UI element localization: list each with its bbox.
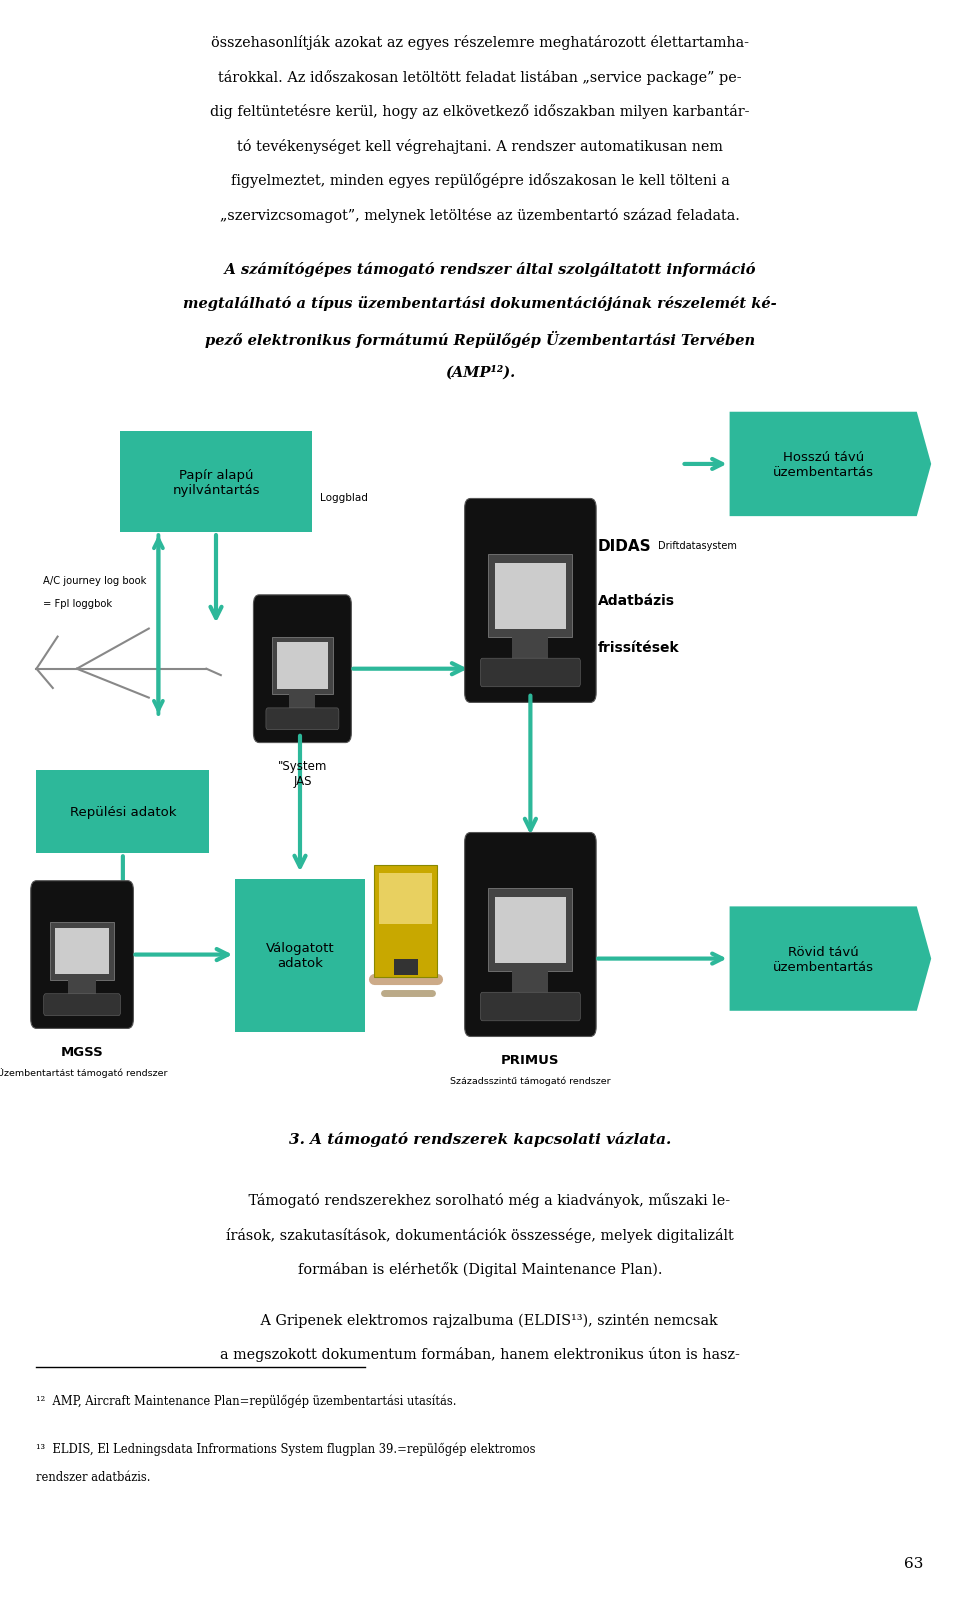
Text: tárokkal. Az időszakosan letöltött feladat listában „service package” pe-: tárokkal. Az időszakosan letöltött felad… bbox=[218, 69, 742, 85]
FancyBboxPatch shape bbox=[266, 708, 339, 730]
FancyBboxPatch shape bbox=[480, 992, 580, 1021]
FancyBboxPatch shape bbox=[36, 770, 209, 854]
Text: „szervizcsomagot”, melynek letöltése az üzembentartó század feladata.: „szervizcsomagot”, melynek letöltése az … bbox=[220, 207, 740, 223]
Text: tó tevékenységet kell végrehajtani. A rendszer automatikusan nem: tó tevékenységet kell végrehajtani. A re… bbox=[237, 138, 723, 154]
FancyBboxPatch shape bbox=[513, 637, 548, 666]
FancyBboxPatch shape bbox=[50, 923, 114, 981]
FancyBboxPatch shape bbox=[495, 897, 565, 963]
FancyBboxPatch shape bbox=[56, 929, 108, 974]
FancyBboxPatch shape bbox=[68, 981, 96, 1000]
Text: A/C journey log book: A/C journey log book bbox=[43, 576, 147, 586]
FancyBboxPatch shape bbox=[480, 658, 580, 687]
Text: írások, szakutasítások, dokumentációk összessége, melyek digitalizált: írások, szakutasítások, dokumentációk ös… bbox=[227, 1226, 733, 1242]
FancyBboxPatch shape bbox=[273, 637, 333, 695]
Text: 63: 63 bbox=[904, 1555, 924, 1570]
FancyBboxPatch shape bbox=[465, 499, 596, 703]
Text: Támogató rendszerekhez sorolható még a kiadványok, műszaki le-: Támogató rendszerekhez sorolható még a k… bbox=[230, 1193, 730, 1207]
Text: A Gripenek elektromos rajzalbuma (ELDIS¹³), szintén nemcsak: A Gripenek elektromos rajzalbuma (ELDIS¹… bbox=[242, 1313, 718, 1327]
FancyBboxPatch shape bbox=[235, 880, 365, 1032]
Text: Üzembentartást támogató rendszer: Üzembentartást támogató rendszer bbox=[0, 1067, 167, 1077]
Text: DIDAS: DIDAS bbox=[598, 538, 652, 554]
Text: megtalálható a típus üzembentartási dokumentációjának részelemét ké-: megtalálható a típus üzembentartási doku… bbox=[183, 295, 777, 311]
FancyBboxPatch shape bbox=[379, 873, 432, 924]
FancyBboxPatch shape bbox=[489, 889, 572, 971]
Text: Századsszintű támogató rendszer: Századsszintű támogató rendszer bbox=[450, 1075, 611, 1085]
Text: Loggblad: Loggblad bbox=[320, 493, 368, 502]
FancyBboxPatch shape bbox=[465, 833, 596, 1037]
FancyBboxPatch shape bbox=[44, 993, 121, 1016]
Text: a megszokott dokumentum formában, hanem elektronikus úton is hasz-: a megszokott dokumentum formában, hanem … bbox=[220, 1347, 740, 1361]
FancyBboxPatch shape bbox=[394, 960, 418, 976]
Text: pező elektronikus formátumú Repülőgép Üzembentartási Tervében: pező elektronikus formátumú Repülőgép Üz… bbox=[204, 331, 756, 348]
Text: Adatbázis: Adatbázis bbox=[598, 594, 675, 608]
Text: ¹²  AMP, Aircraft Maintenance Plan=repülőgép üzembentartási utasítás.: ¹² AMP, Aircraft Maintenance Plan=repülő… bbox=[36, 1393, 457, 1406]
Text: formában is elérhetők (Digital Maintenance Plan).: formában is elérhetők (Digital Maintenan… bbox=[298, 1262, 662, 1276]
Text: = Fpl loggbok: = Fpl loggbok bbox=[43, 599, 112, 608]
Text: rendszer adatbázis.: rendszer adatbázis. bbox=[36, 1470, 151, 1483]
FancyBboxPatch shape bbox=[513, 971, 548, 1000]
FancyBboxPatch shape bbox=[31, 881, 133, 1029]
Text: figyelmeztet, minden egyes repülőgépre időszakosan le kell tölteni a: figyelmeztet, minden egyes repülőgépre i… bbox=[230, 173, 730, 188]
Polygon shape bbox=[730, 907, 931, 1011]
FancyBboxPatch shape bbox=[489, 555, 572, 637]
Text: dig feltüntetésre kerül, hogy az elkövetkező időszakban milyen karbantár-: dig feltüntetésre kerül, hogy az elkövet… bbox=[210, 104, 750, 119]
Text: Rövid távú
üzembentartás: Rövid távú üzembentartás bbox=[773, 945, 874, 973]
Text: "System
JAS: "System JAS bbox=[277, 759, 327, 786]
FancyBboxPatch shape bbox=[253, 595, 351, 743]
Text: PRIMUS: PRIMUS bbox=[501, 1053, 560, 1066]
Text: Repülési adatok: Repülési adatok bbox=[70, 806, 176, 819]
FancyBboxPatch shape bbox=[290, 695, 315, 714]
Text: ¹³  ELDIS, El Ledningsdata Infrormations System flugplan 39.=repülőgép elektromo: ¹³ ELDIS, El Ledningsdata Infrormations … bbox=[36, 1441, 536, 1454]
Text: Válogatott
adatok: Válogatott adatok bbox=[266, 942, 334, 969]
Polygon shape bbox=[730, 412, 931, 517]
Text: A számítógépes támogató rendszer által szolgáltatott információ: A számítógépes támogató rendszer által s… bbox=[204, 262, 756, 276]
Text: összehasonlítják azokat az egyes részelemre meghatározott élettartamha-: összehasonlítják azokat az egyes részele… bbox=[211, 35, 749, 50]
Text: Hosszú távú
üzembentartás: Hosszú távú üzembentartás bbox=[773, 451, 874, 478]
FancyBboxPatch shape bbox=[495, 563, 565, 629]
Text: (AMP¹²).: (AMP¹²). bbox=[444, 364, 516, 379]
FancyBboxPatch shape bbox=[277, 644, 327, 689]
Text: 3. A támogató rendszerek kapcsolati vázlata.: 3. A támogató rendszerek kapcsolati vázl… bbox=[289, 1132, 671, 1146]
FancyBboxPatch shape bbox=[374, 865, 437, 977]
Text: MGSS: MGSS bbox=[60, 1045, 104, 1058]
Text: Driftdatasystem: Driftdatasystem bbox=[658, 541, 736, 551]
Text: Papír alapú
nyilvántartás: Papír alapú nyilvántartás bbox=[172, 469, 260, 496]
Text: frissítések: frissítések bbox=[598, 640, 680, 655]
FancyBboxPatch shape bbox=[120, 432, 312, 533]
